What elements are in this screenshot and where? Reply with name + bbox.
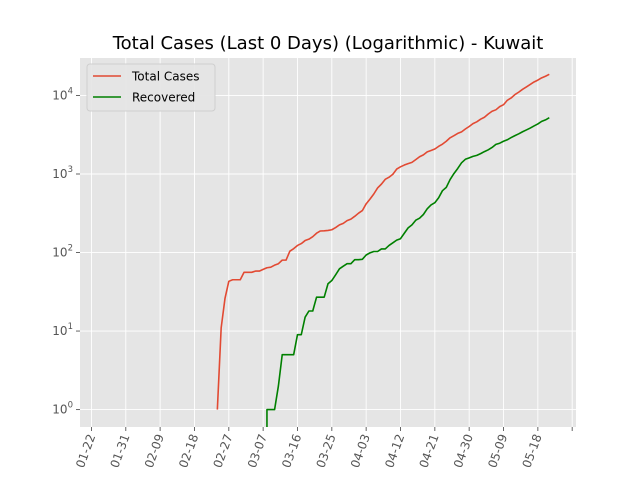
x-tick-label: 02-27 (211, 432, 236, 470)
y-tick-base: 10 (52, 88, 67, 102)
series-line-recovered (266, 117, 550, 427)
x-tick-label: 03-25 (314, 432, 339, 470)
y-tick-base: 10 (52, 246, 67, 260)
x-tick-label: 04-03 (348, 432, 373, 470)
y-tick-exponent: 0 (68, 401, 73, 411)
chart-title: Total Cases (Last 0 Days) (Logarithmic) … (112, 33, 544, 54)
legend-label-recovered: Recovered (132, 91, 195, 105)
series-line-total-cases (216, 73, 550, 410)
y-tick-base: 10 (52, 167, 67, 181)
x-axis: 01-22 01-31 02-09 02-18 02-27 03-07 03-16 03-25… (73, 427, 573, 470)
y-tick-exponent: 3 (68, 165, 73, 175)
grid-lines (80, 58, 576, 427)
y-tick-label: 100 (52, 401, 73, 417)
series-layer (216, 73, 550, 427)
y-tick-exponent: 2 (68, 244, 73, 254)
legend: Total Cases Recovered (86, 63, 216, 112)
x-tick-label: 03-07 (245, 432, 270, 470)
x-tick-label: 04-12 (382, 432, 407, 470)
x-tick-label: 05-18 (520, 432, 545, 470)
y-tick-base: 10 (52, 403, 67, 417)
y-tick-label: 101 (52, 322, 73, 338)
x-tick-label: 02-09 (142, 432, 167, 470)
y-tick-label: 104 (52, 86, 73, 102)
legend-label-total-cases: Total Cases (131, 70, 199, 84)
x-tick-label: 04-21 (417, 432, 442, 470)
y-tick-base: 10 (52, 324, 67, 338)
y-tick-exponent: 4 (68, 86, 73, 96)
x-tick-label: 03-16 (279, 432, 304, 470)
x-tick-label: 01-22 (73, 432, 98, 470)
y-tick-label: 102 (52, 244, 73, 260)
x-tick-label: 02-18 (176, 432, 201, 470)
x-tick-label: 04-30 (451, 432, 476, 470)
y-tick-exponent: 1 (68, 322, 73, 332)
x-tick-label: 05-09 (485, 432, 510, 470)
plot-area (80, 58, 576, 427)
y-tick-label: 103 (52, 165, 73, 181)
x-tick-label: 01-31 (108, 432, 133, 470)
